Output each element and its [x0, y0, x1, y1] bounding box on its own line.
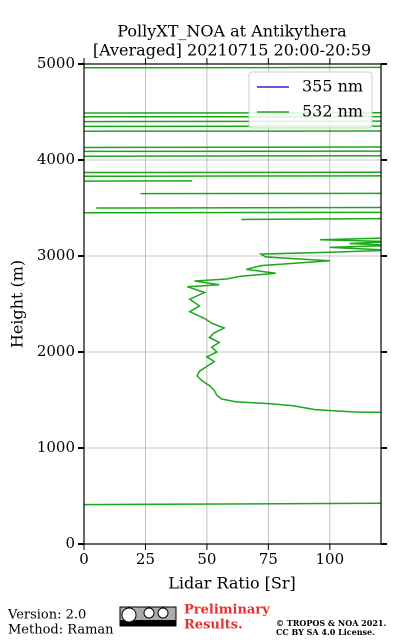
legend-box	[248, 71, 373, 129]
copyright: © TROPOS & NOA 2021.	[276, 618, 386, 628]
cc-icon	[121, 607, 137, 623]
x-tick-label: 75	[259, 550, 278, 568]
sa-icon	[157, 607, 169, 619]
x-tick-label: 25	[136, 550, 155, 568]
x-tick-label: 50	[197, 550, 216, 568]
data-line	[84, 66, 381, 506]
x-tick-label: 100	[316, 550, 345, 568]
legend: 355 nm 532 nm	[248, 71, 373, 129]
plot-frame	[83, 63, 382, 545]
y-tick-label: 0	[65, 534, 75, 552]
y-tick-label: 4000	[37, 150, 75, 168]
y-tick-label: 1000	[37, 438, 75, 456]
license-icon-band	[120, 620, 176, 626]
y-tick-label: 3000	[37, 246, 75, 264]
x-tick-label: 0	[79, 550, 89, 568]
footer: Version: 2.0 Method: Raman Preliminary R…	[7, 603, 386, 638]
y-tick-label: 5000	[37, 54, 75, 72]
method: Method: Raman	[8, 623, 114, 638]
y-tick-label: 2000	[37, 342, 75, 360]
chart-title: PollyXT_NOA at Antikythera	[117, 22, 347, 41]
status: Results.	[184, 618, 243, 633]
status: Preliminary	[184, 603, 270, 618]
legend-label: 355 nm	[302, 77, 363, 96]
x-axis-label: Lidar Ratio [Sr]	[168, 574, 296, 593]
copyright: CC BY SA 4.0 License.	[276, 627, 375, 637]
by-icon	[143, 607, 155, 619]
legend-label: 532 nm	[302, 102, 363, 121]
chart-subtitle: [Averaged] 20210715 20:00-20:59	[93, 41, 371, 60]
version: Version: 2.0	[7, 608, 86, 623]
y-axis-label: Height (m)	[8, 260, 27, 348]
